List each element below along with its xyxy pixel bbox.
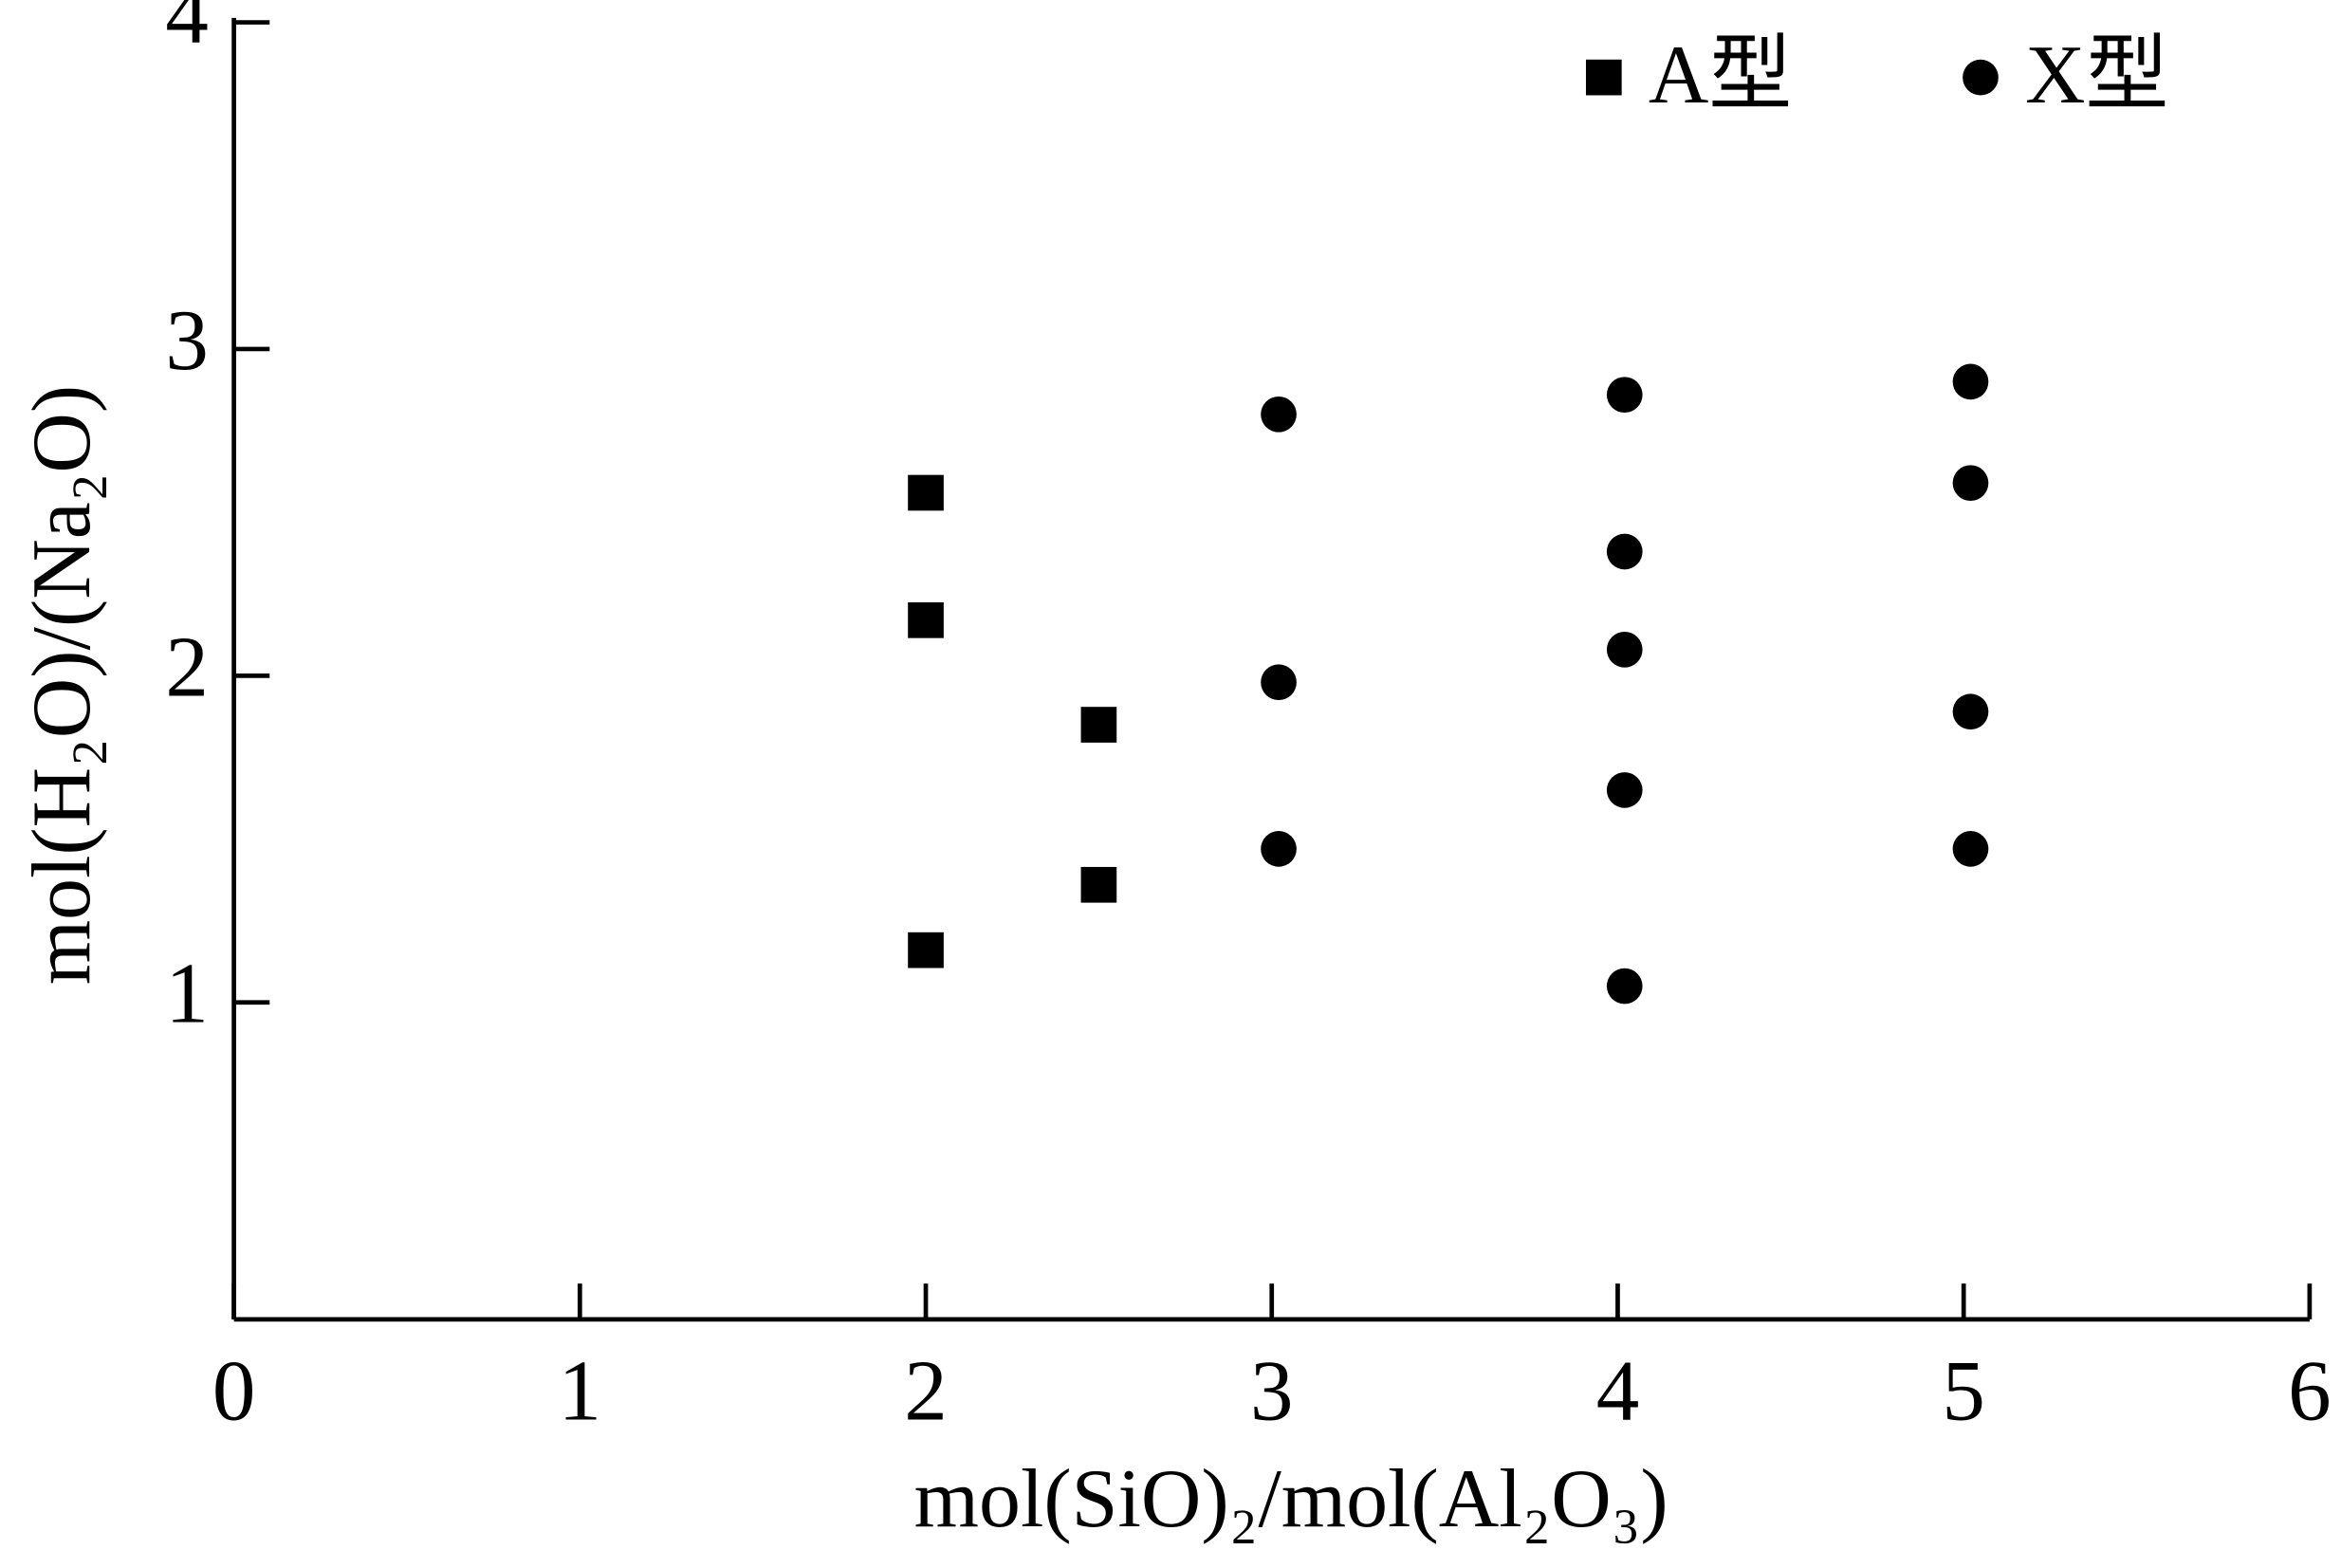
circle-marker bbox=[1261, 396, 1297, 433]
circle-marker bbox=[1606, 631, 1643, 668]
circle-marker bbox=[1261, 664, 1297, 701]
x-tick-label: 1 bbox=[559, 1343, 602, 1439]
y-tick-label: 4 bbox=[165, 0, 209, 61]
circle-marker bbox=[1606, 533, 1643, 570]
circle-marker bbox=[1261, 831, 1297, 867]
circle-marker bbox=[1963, 59, 1999, 96]
x-tick-label: 0 bbox=[212, 1343, 256, 1439]
square-marker bbox=[1080, 866, 1117, 903]
circle-marker bbox=[1952, 693, 1989, 730]
x-tick-label: 5 bbox=[1942, 1343, 1985, 1439]
circle-marker bbox=[1606, 377, 1643, 414]
x-tick-label: 2 bbox=[904, 1343, 948, 1439]
circle-marker bbox=[1952, 831, 1989, 867]
y-tick-label: 1 bbox=[165, 946, 209, 1042]
y-axis-label: mol(H₂O)/(Na₂O) bbox=[16, 385, 108, 985]
legend-label: A型 bbox=[1649, 29, 1792, 121]
circle-marker bbox=[1952, 465, 1989, 501]
y-tick-label: 2 bbox=[165, 618, 209, 714]
x-tick-label: 4 bbox=[1596, 1343, 1640, 1439]
square-marker bbox=[1080, 707, 1117, 743]
x-tick-label: 6 bbox=[2288, 1343, 2332, 1439]
x-axis-label: mol(SiO)₂/mol(Al₂O₃) bbox=[914, 1453, 1668, 1545]
legend-label: X型 bbox=[2025, 29, 2168, 121]
x-tick-label: 3 bbox=[1250, 1343, 1294, 1439]
circle-marker bbox=[1952, 363, 1989, 400]
circle-marker bbox=[1606, 968, 1643, 1005]
circle-marker bbox=[1606, 772, 1643, 808]
square-marker bbox=[908, 474, 944, 511]
square-marker bbox=[908, 601, 944, 638]
square-marker bbox=[908, 932, 944, 968]
y-tick-label: 3 bbox=[165, 292, 209, 388]
square-marker bbox=[1585, 59, 1622, 96]
